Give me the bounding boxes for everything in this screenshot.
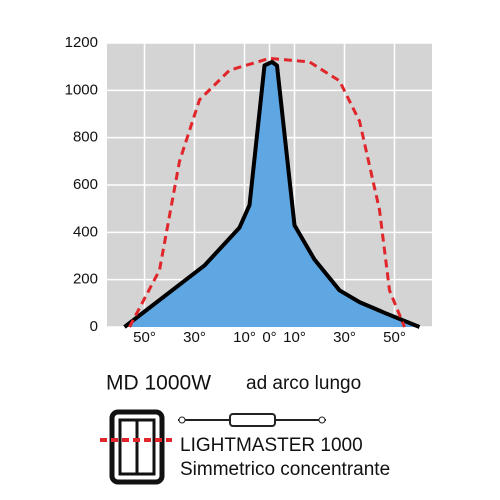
y-tick-label: 200 — [73, 271, 98, 288]
y-tick-label: 1000 — [65, 81, 98, 98]
y-tick-label: 1200 — [65, 34, 98, 51]
x-tick-label: 30° — [333, 329, 356, 346]
y-tick-label: 0 — [90, 318, 98, 335]
marks — [123, 56, 421, 329]
ticks: 0 200 400 600 800 1000 1200 50° 30° 10° 0° 10° 30° 50… — [65, 34, 406, 346]
x-tick-label: 50° — [133, 329, 156, 346]
x-tick-label: 50° — [383, 329, 406, 346]
x-tick-label: 10° — [233, 329, 256, 346]
model: MD 1000W — [106, 372, 211, 395]
product-name: LIGHTMASTER 1000 — [180, 435, 363, 456]
fixture-icon — [100, 409, 172, 485]
product-description: Simmetrico concentrante — [180, 459, 390, 480]
x-tick-label: 0° — [262, 329, 276, 346]
lamp-icon — [178, 413, 326, 427]
dashed-curve — [128, 56, 406, 328]
lamp-type: ad arco lungo — [246, 373, 361, 394]
curve — [123, 59, 421, 329]
y-tick-label: 600 — [73, 176, 98, 193]
x-tick-label: 30° — [183, 329, 206, 346]
x-tick-label: 10° — [283, 329, 306, 346]
y-tick-label: 400 — [73, 223, 98, 240]
y-tick-label: 800 — [73, 129, 98, 146]
